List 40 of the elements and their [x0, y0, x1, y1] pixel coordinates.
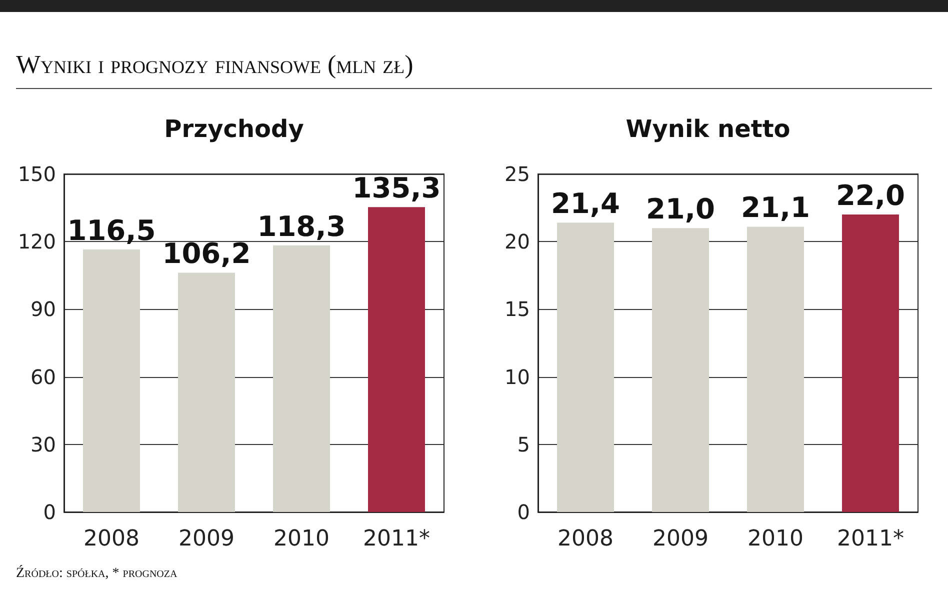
- bar: [652, 228, 709, 512]
- data-label: 22,0: [836, 179, 906, 212]
- x-tick-label: 2010: [274, 526, 330, 552]
- x-tick-label: 2008: [84, 526, 140, 552]
- y-tick-label: 25: [504, 162, 530, 186]
- chart-title: Przychody: [164, 115, 304, 143]
- x-tick-label: 2009: [178, 526, 234, 552]
- x-tick-label: 2009: [652, 526, 708, 552]
- bar: [83, 249, 140, 512]
- data-label: 21,4: [550, 187, 620, 220]
- bar: [842, 214, 899, 512]
- y-tick-label: 20: [504, 230, 530, 254]
- y-tick-label: 15: [504, 297, 530, 322]
- data-label: 118,3: [257, 210, 346, 243]
- text: Wyniki i prognozy finansowe (mln zł): [16, 50, 932, 89]
- x-tick-label: 2008: [558, 526, 614, 552]
- y-tick-label: 0: [43, 500, 56, 524]
- y-tick-label: 90: [30, 297, 56, 322]
- bar: [747, 226, 804, 512]
- y-tick-label: 150: [18, 162, 56, 186]
- y-tick-label: 10: [504, 364, 530, 389]
- bar: [557, 222, 614, 512]
- chart-title: Wynik netto: [626, 115, 790, 143]
- x-tick-label: 2010: [748, 526, 804, 552]
- data-label: 21,0: [646, 192, 716, 226]
- y-tick-label: 0: [517, 500, 530, 524]
- data-label: 106,2: [162, 237, 251, 270]
- bar: [178, 272, 235, 512]
- data-label: 21,1: [740, 191, 810, 224]
- y-tick-label: 120: [18, 230, 56, 254]
- x-tick-label: 2011*: [363, 526, 430, 552]
- data-label: 135,3: [352, 172, 441, 205]
- y-tick-label: 5: [517, 432, 530, 456]
- text: Źródło: spółka, * prognoza: [16, 566, 178, 582]
- bar: [368, 207, 425, 512]
- y-tick-label: 30: [30, 432, 56, 456]
- bar: [273, 245, 330, 512]
- y-tick-label: 60: [30, 364, 56, 389]
- data-label: 116,5: [67, 214, 156, 247]
- x-tick-label: 2011*: [837, 526, 904, 552]
